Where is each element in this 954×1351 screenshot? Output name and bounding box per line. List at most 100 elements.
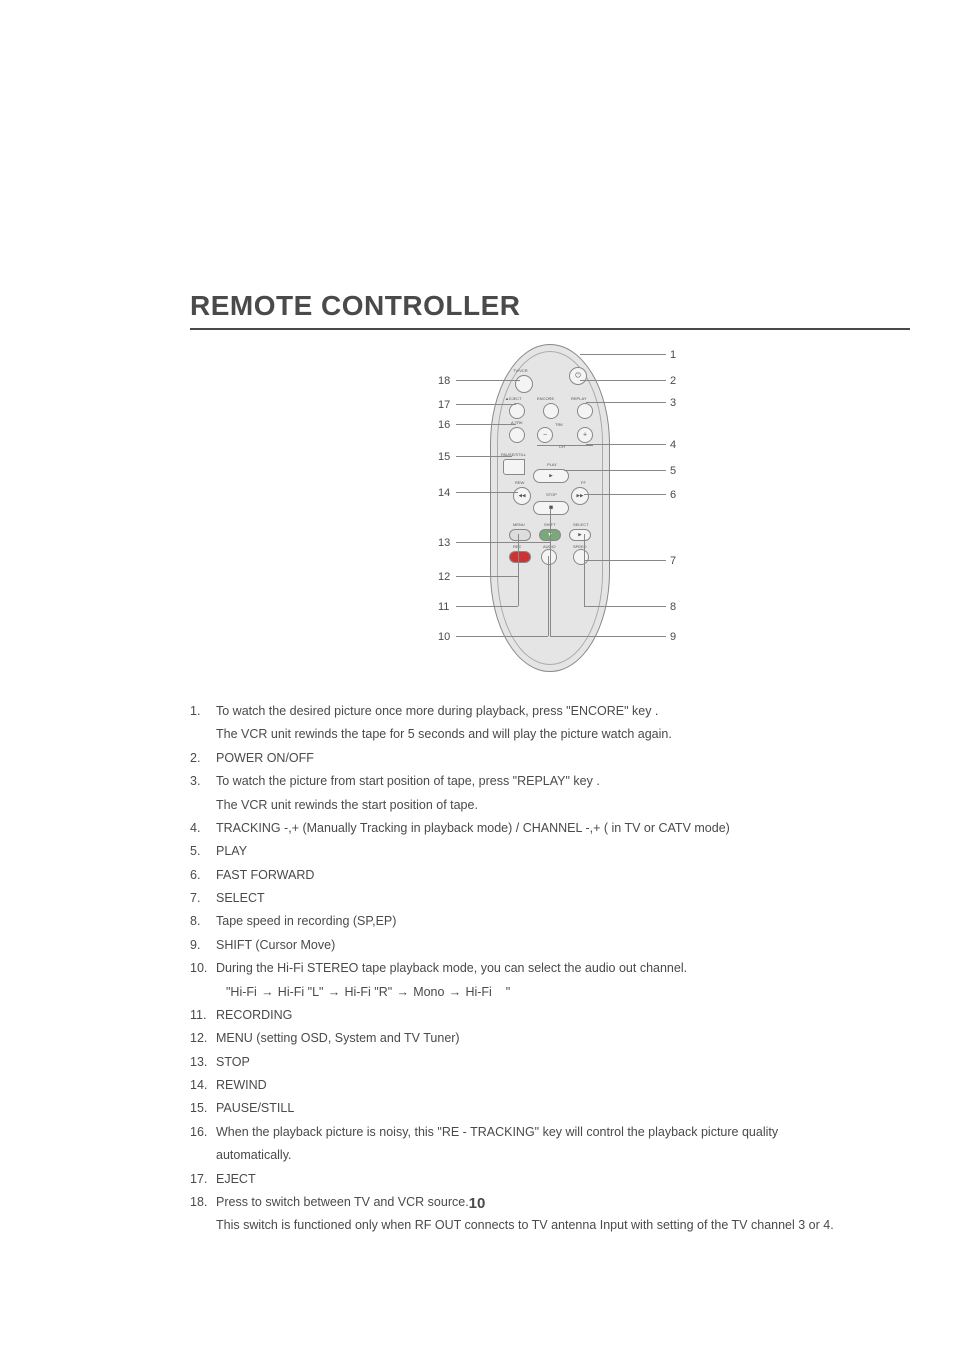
callout-line	[564, 470, 666, 471]
list-item-number: 17.	[190, 1170, 216, 1189]
rew-button[interactable]: ◂◂	[513, 487, 531, 505]
ff-button[interactable]: ▸▸	[571, 487, 589, 505]
pause-button[interactable]	[503, 459, 525, 475]
list-item-text: Tape speed in recording (SP,EP)	[216, 912, 910, 931]
trk-minus-button[interactable]: −	[537, 427, 553, 443]
callout-right-9: 9	[670, 631, 676, 643]
arrow-icon: →	[260, 983, 274, 1002]
list-item: 11.RECORDING	[190, 1006, 910, 1025]
list-item-number: 18.	[190, 1193, 216, 1212]
list-item-text: When the playback picture is noisy, this…	[216, 1123, 910, 1142]
arrow-icon: →	[448, 983, 462, 1002]
label-select: SELECT	[573, 523, 589, 527]
play-button[interactable]: ▸	[533, 469, 569, 483]
audio-button[interactable]	[541, 549, 557, 565]
label-tvvcr: TV/VCR	[513, 369, 528, 373]
list-item-number: 9.	[190, 936, 216, 955]
list-item: 4.TRACKING -,+ (Manually Tracking in pla…	[190, 819, 910, 838]
list-item-text: During the Hi-Fi STEREO tape playback mo…	[216, 959, 910, 978]
callout-right-1: 1	[670, 349, 676, 361]
callout-left-14: 14	[438, 487, 450, 499]
callout-line	[456, 542, 550, 543]
speed-button[interactable]	[573, 549, 589, 565]
callout-line	[456, 380, 520, 381]
list-item: 8.Tape speed in recording (SP,EP)	[190, 912, 910, 931]
callout-line	[584, 494, 666, 495]
callout-line	[456, 456, 512, 457]
arrow-icon: →	[396, 983, 410, 1002]
callout-right-7: 7	[670, 555, 676, 567]
list-item: 15. PAUSE/STILL	[190, 1099, 910, 1118]
list-item-text: MENU (setting OSD, System and TV Tuner)	[216, 1029, 910, 1048]
list-item-text: EJECT	[216, 1170, 910, 1189]
callout-left-16: 16	[438, 419, 450, 431]
power-button[interactable]: ⏻	[569, 367, 587, 385]
list-item-number: 7.	[190, 889, 216, 908]
trk-plus-button[interactable]: +	[577, 427, 593, 443]
list-item-number: 6.	[190, 866, 216, 885]
callout-left-10: 10	[438, 631, 450, 643]
stop-button[interactable]: ■	[533, 501, 569, 515]
list-item-number: 3.	[190, 772, 216, 791]
list-item: 3.To watch the picture from start positi…	[190, 772, 910, 791]
callout-line	[456, 404, 516, 405]
label-rew: REW	[515, 481, 524, 485]
description-list: 1.To watch the desired picture once more…	[190, 702, 910, 1236]
list-item: 16. When the playback picture is noisy, …	[190, 1123, 910, 1142]
callout-line	[586, 402, 666, 403]
label-stop: STOP	[546, 493, 557, 497]
callout-line	[580, 380, 666, 381]
label-play: PLAY	[547, 463, 557, 467]
arrow-icon: →	[327, 983, 341, 1002]
list-item: 10.During the Hi-Fi STEREO tape playback…	[190, 959, 910, 978]
callout-line	[580, 354, 666, 355]
list-item: 13.STOP	[190, 1053, 910, 1072]
list-item-text: STOP	[216, 1053, 910, 1072]
list-item: 17.EJECT	[190, 1170, 910, 1189]
replay-button[interactable]	[577, 403, 593, 419]
label-ff: FF	[581, 481, 586, 485]
select-button[interactable]: ▸	[569, 529, 591, 541]
list-item-text: To watch the desired picture once more d…	[216, 702, 910, 721]
list-item-text: REWIND	[216, 1076, 910, 1095]
label-ch: CH	[559, 445, 565, 449]
list-item-text: PLAY	[216, 842, 910, 861]
callout-left-11: 11	[438, 601, 449, 613]
callout-line	[550, 636, 666, 637]
list-item-text: SHIFT (Cursor Move)	[216, 936, 910, 955]
remote-diagram: TV/VCR ⏻ ▲EJECT ENCORE REPLAY A.TRK − TR…	[190, 344, 910, 674]
list-item-text: SELECT	[216, 889, 910, 908]
encore-button[interactable]	[543, 403, 559, 419]
callout-right-3: 3	[670, 397, 676, 409]
list-item-number: 10.	[190, 959, 216, 978]
atrk-button[interactable]	[509, 427, 525, 443]
callout-left-12: 12	[438, 571, 450, 583]
rec-button[interactable]	[509, 551, 531, 563]
list-item: 14.REWIND	[190, 1076, 910, 1095]
list-item: 1.To watch the desired picture once more…	[190, 702, 910, 721]
callout-left-13: 13	[438, 537, 450, 549]
list-item-number: 2.	[190, 749, 216, 768]
list-item-text: TRACKING -,+ (Manually Tracking in playb…	[216, 819, 910, 838]
callout-line	[584, 560, 666, 561]
eject-button[interactable]	[509, 403, 525, 419]
power-icon: ⏻	[575, 373, 581, 380]
callout-left-17: 17	[438, 399, 450, 411]
callout-left-15: 15	[438, 451, 450, 463]
list-item-text: FAST FORWARD	[216, 866, 910, 885]
list-item-text: POWER ON/OFF	[216, 749, 910, 768]
menu-button[interactable]	[509, 529, 531, 541]
callout-line	[456, 424, 516, 425]
list-item-text: Press to switch between TV and VCR sourc…	[216, 1193, 910, 1212]
label-eject: ▲EJECT	[505, 397, 522, 401]
page-title: REMOTE CONTROLLER	[190, 290, 910, 330]
callout-line	[456, 636, 548, 637]
callout-right-4: 4	[670, 439, 676, 451]
label-trk: TRK	[555, 423, 563, 427]
list-item: 9.SHIFT (Cursor Move)	[190, 936, 910, 955]
tvvcr-button[interactable]	[515, 375, 533, 393]
list-item: 7.SELECT	[190, 889, 910, 908]
callout-line	[456, 492, 518, 493]
list-item: 18.Press to switch between TV and VCR so…	[190, 1193, 910, 1212]
list-item: 2.POWER ON/OFF	[190, 749, 910, 768]
